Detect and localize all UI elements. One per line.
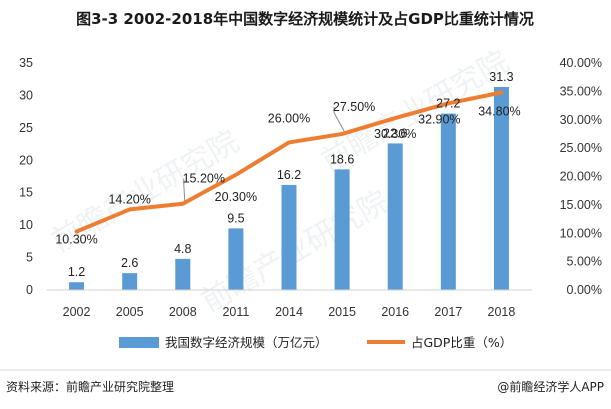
legend: 我国数字经济规模（万亿元） 占GDP比重（%） [119,335,512,350]
x-tick-label: 2015 [328,305,356,319]
line-series [74,90,504,234]
left-tick-label: 5 [26,251,33,265]
right-tick-label: 15.00% [560,198,602,212]
bar-data-labels: 1.2 2.6 4.8 9.5 16.2 18.6 22.6 27.2 31.3 [68,70,514,279]
x-tick-label: 2017 [434,305,462,319]
line-value-label: 30.30% [374,127,416,141]
left-tick-label: 15 [19,186,33,200]
right-tick-label: 35.00% [560,84,602,98]
line-value-label: 34.80% [478,105,520,119]
bar-value-label: 1.2 [68,265,85,279]
line-value-label: 27.50% [333,100,375,114]
bar [281,184,297,290]
left-tick-label: 30 [19,88,33,102]
bar [122,273,138,290]
bar-value-label: 18.6 [330,152,354,166]
right-tick-label: 10.00% [560,226,602,240]
leader-line [183,178,186,201]
line-path [74,90,504,234]
bar [334,169,350,290]
bar-value-label: 27.2 [436,97,460,111]
legend-bar-label: 我国数字经济规模（万亿元） [165,335,328,350]
chart-title: 图3-3 2002-2018年中国数字经济规模统计及占GDP比重统计情况 [76,10,534,28]
right-tick-label: 20.00% [560,170,602,184]
left-tick-label: 10 [19,218,33,232]
x-tick-label: 2008 [169,305,197,319]
bar-value-label: 4.8 [174,242,191,256]
x-tick-label: 2005 [116,305,144,319]
bar-value-label: 9.5 [227,211,244,225]
left-tick-label: 25 [19,121,33,135]
left-tick-label: 35 [19,56,33,70]
bar [493,86,509,290]
left-tick-label: 0 [26,283,33,297]
x-tick-label: 2002 [63,305,91,319]
right-tick-label: 25.00% [560,141,602,155]
line-value-label: 15.20% [183,172,225,186]
bar [69,282,85,290]
x-tick-label: 2011 [222,305,249,319]
bar [387,143,403,290]
line-value-label: 10.30% [55,233,97,247]
right-tick-label: 30.00% [560,113,602,127]
line-value-label: 32.90% [418,112,460,126]
left-tick-label: 20 [19,153,33,167]
bar-series [69,86,509,291]
bar-value-label: 22.6 [383,126,407,140]
x-tick-label: 2018 [488,305,516,319]
left-axis: 0 5 10 15 20 25 30 35 [19,56,33,297]
footer-source: 资料来源：前瞻产业研究院整理 [6,379,174,394]
legend-line-label: 占GDP比重（%） [411,335,512,350]
x-axis: 2002 2005 2008 2011 2014 2015 2016 2017 2018 [46,289,532,319]
bar-value-label: 16.2 [277,168,301,182]
legend-bar-swatch [119,337,159,348]
bar [440,113,456,291]
x-tick-label: 2014 [275,305,303,319]
line-value-label: 20.30% [215,190,257,204]
bar-value-label: 31.3 [489,70,513,84]
x-tick-label: 2016 [381,305,409,319]
footer-credit: @前瞻经济学人APP [497,379,604,394]
leader-line [333,106,345,132]
bar [228,228,244,290]
right-tick-label: 0.00% [567,283,602,297]
right-axis: 0.00% 5.00% 10.00% 15.00% 20.00% 25.00% 30.00%… [560,56,602,297]
line-value-label: 26.00% [268,111,310,125]
line-data-labels: 10.30% 14.20% 15.20% 20.30% 26.00% 27.50% 30.3… [55,100,520,247]
right-tick-label: 5.00% [567,255,602,269]
line-value-label: 14.20% [108,192,150,206]
bar [175,258,191,290]
bar-value-label: 2.6 [121,256,138,270]
right-tick-label: 40.00% [560,56,602,70]
